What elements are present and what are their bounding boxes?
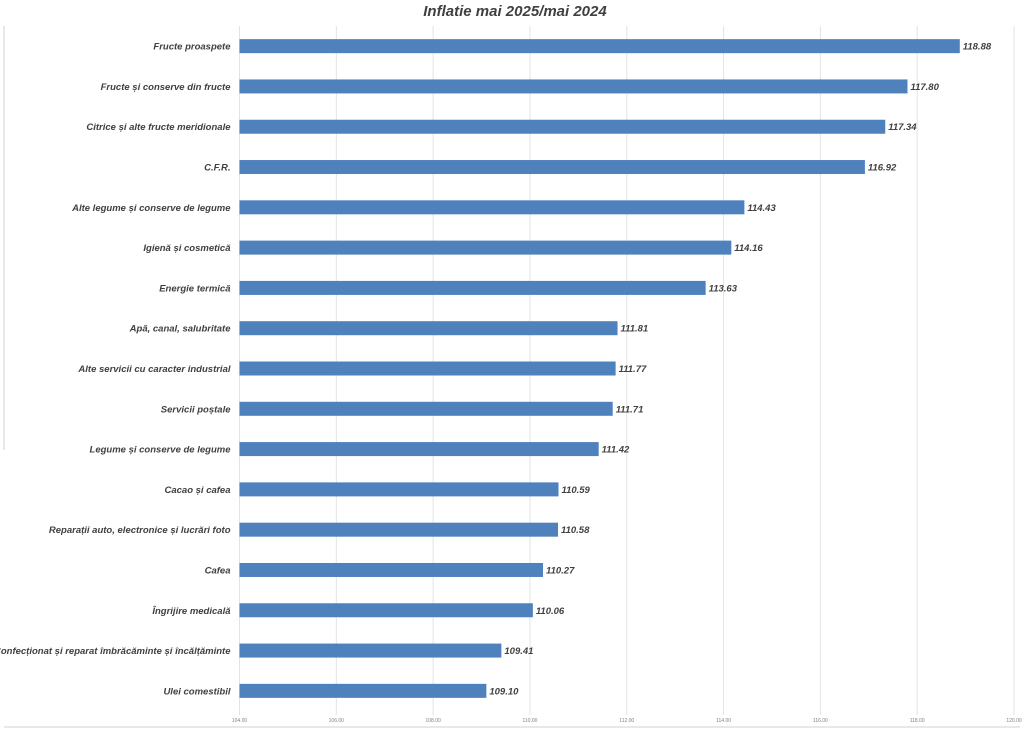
bar-2 <box>239 119 886 134</box>
value-label-3: 116.92 <box>868 163 897 174</box>
bar-6 <box>239 280 706 295</box>
bar-10 <box>239 442 599 457</box>
x-tick-label-8: 120.00 <box>1006 718 1022 724</box>
chart-title: Inflatie mai 2025/mai 2024 <box>423 3 607 20</box>
chart-frame <box>3 26 1020 728</box>
value-label-14: 110.06 <box>536 606 565 617</box>
value-label-8: 111.77 <box>619 364 647 375</box>
bars <box>239 39 960 698</box>
value-label-2: 117.34 <box>888 122 917 133</box>
category-label-14: Îngrijire medicală <box>152 605 231 617</box>
category-label-15: Confecționat și reparat îmbrăcăminte și … <box>0 646 231 657</box>
value-label-11: 110.59 <box>561 485 590 496</box>
bar-7 <box>239 321 618 336</box>
bar-0 <box>239 39 960 54</box>
category-label-7: Apă, canal, salubritate <box>129 324 232 335</box>
category-label-2: Citrice și alte fructe meridionale <box>86 122 231 133</box>
bar-5 <box>239 240 732 255</box>
bar-4 <box>239 200 745 215</box>
value-labels: 118.88 117.80 117.34 116.92 114.43 114.16 113.… <box>489 42 991 698</box>
category-labels: Fructe proaspete Fructe și conserve din f… <box>0 42 231 698</box>
category-label-10: Legume și conserve de legume <box>90 445 232 456</box>
value-label-1: 117.80 <box>911 82 940 93</box>
bar-3 <box>239 160 865 175</box>
category-label-16: Ulei comestibil <box>163 686 230 697</box>
category-label-0: Fructe proaspete <box>153 42 231 53</box>
bar-15 <box>239 643 502 658</box>
value-label-13: 110.27 <box>546 565 575 576</box>
value-label-15: 109.41 <box>504 646 533 657</box>
value-label-16: 109.10 <box>489 686 519 697</box>
category-label-4: Alte legume și conserve de legume <box>71 203 231 214</box>
value-label-9: 111.71 <box>616 404 644 415</box>
category-label-5: Igienă și cosmetică <box>143 243 231 254</box>
value-label-12: 110.58 <box>561 525 590 536</box>
bar-8 <box>239 361 616 376</box>
x-tick-label-3: 110.00 <box>522 718 537 724</box>
category-label-13: Cafea <box>205 565 231 576</box>
value-label-4: 114.43 <box>747 203 776 214</box>
x-tick-label-5: 114.00 <box>716 718 731 724</box>
bar-12 <box>239 522 559 537</box>
value-label-10: 111.42 <box>602 445 630 456</box>
value-label-7: 111.81 <box>621 324 649 335</box>
bar-14 <box>239 603 533 618</box>
category-label-1: Fructe și conserve din fructe <box>101 82 232 93</box>
category-label-3: C.F.R. <box>204 163 230 174</box>
bar-11 <box>239 482 559 497</box>
bar-1 <box>239 79 908 94</box>
value-label-5: 114.16 <box>734 243 763 254</box>
x-tick-label-0: 104.00 <box>232 718 248 724</box>
category-label-6: Energie termică <box>159 283 231 294</box>
category-label-8: Alte servicii cu caracter industrial <box>77 364 230 375</box>
value-label-6: 113.63 <box>709 283 738 294</box>
bar-9 <box>239 401 613 416</box>
x-tick-label-1: 106.00 <box>329 718 345 724</box>
x-tick-label-6: 116.00 <box>813 718 828 724</box>
x-tick-label-4: 112.00 <box>619 718 634 724</box>
x-axis-ticks: 104.00 106.00 108.00 110.00 112.00 114.00 116.… <box>232 718 1022 724</box>
x-tick-label-7: 118.00 <box>910 718 925 724</box>
value-label-0: 118.88 <box>963 42 992 53</box>
x-tick-label-2: 108.00 <box>425 718 441 724</box>
bar-13 <box>239 562 544 577</box>
bar-16 <box>239 683 487 698</box>
category-label-9: Servicii poștale <box>161 404 231 415</box>
category-label-12: Reparații auto, electronice și lucrări f… <box>49 525 231 536</box>
category-label-11: Cacao și cafea <box>164 485 230 496</box>
